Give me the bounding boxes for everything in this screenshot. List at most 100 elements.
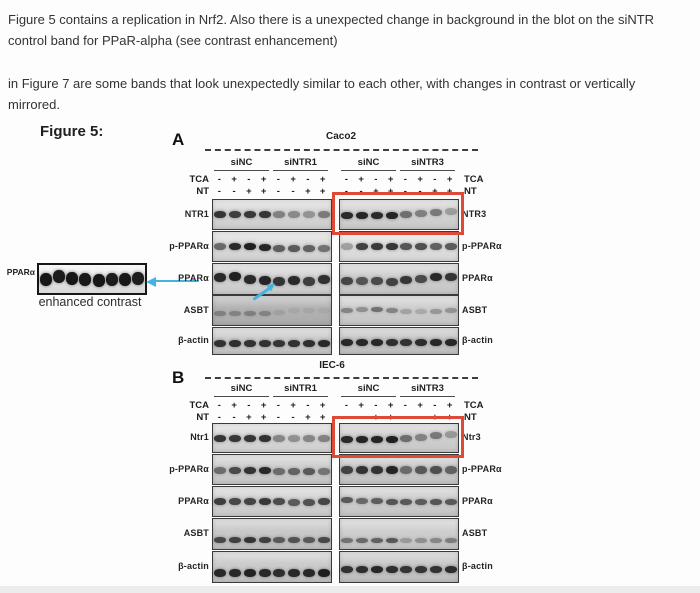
blot-band bbox=[288, 434, 301, 442]
blot-image-left-asbt bbox=[212, 295, 332, 326]
treatment-mark: - bbox=[344, 186, 348, 197]
blot-band bbox=[415, 309, 428, 314]
blot-band bbox=[273, 276, 286, 286]
treatment-mark: + bbox=[432, 186, 438, 197]
blot-image-left-ppara bbox=[212, 486, 332, 517]
treatment-mark: - bbox=[276, 186, 280, 197]
blot-band bbox=[341, 435, 354, 443]
treatment-mark: + bbox=[260, 186, 267, 197]
panel-letter-a: A bbox=[172, 130, 185, 149]
treatment-mark: + bbox=[387, 174, 394, 185]
blot-band bbox=[258, 537, 271, 543]
left-arrow-icon bbox=[146, 276, 200, 288]
inset-protein-label: PPARα bbox=[6, 267, 35, 277]
blot-row-label-right-b-actin: β-actin bbox=[462, 335, 493, 345]
blot-band bbox=[444, 430, 457, 438]
panel-letter-b: B bbox=[172, 368, 185, 387]
dashed-divider bbox=[205, 377, 478, 379]
blot-row-label-left-b-actin: β-actin bbox=[178, 335, 209, 345]
blot-band bbox=[92, 273, 105, 287]
treatment-mark: - bbox=[217, 186, 221, 197]
blot-band bbox=[243, 211, 256, 218]
blot-band bbox=[302, 308, 315, 313]
treatment-label-right-tca: TCA bbox=[464, 174, 484, 185]
blot-band bbox=[214, 467, 227, 474]
blot-band bbox=[302, 434, 315, 442]
blot-row-label-right-ntr3: NTR3 bbox=[462, 208, 487, 219]
lane-group-label-sinc: siNC bbox=[341, 383, 396, 397]
treatment-mark: - bbox=[291, 186, 295, 197]
blot-band bbox=[243, 498, 256, 505]
treatment-mark: + bbox=[260, 174, 267, 185]
blot-band bbox=[288, 211, 301, 218]
treatment-mark: - bbox=[291, 412, 295, 423]
treatment-mark: + bbox=[417, 400, 423, 411]
blot-band bbox=[317, 569, 330, 577]
blot-band bbox=[302, 211, 315, 218]
blot-band bbox=[39, 272, 52, 286]
blot-band bbox=[370, 497, 383, 504]
blot-band bbox=[214, 434, 227, 442]
blot-band bbox=[243, 569, 256, 577]
blot-row-label-right-b-actin: β-actin bbox=[462, 561, 493, 571]
lane-group-label-sintr1: siNTR1 bbox=[273, 383, 328, 397]
blot-band bbox=[214, 537, 227, 543]
blot-row-label-left-asbt: ASBT bbox=[183, 528, 209, 538]
treatment-mark: - bbox=[344, 400, 348, 411]
treatment-mark: + bbox=[246, 412, 252, 423]
blot-image-left-b-actin bbox=[212, 327, 332, 355]
blot-band bbox=[385, 465, 398, 474]
blot-band bbox=[341, 496, 354, 503]
treatment-mark: - bbox=[374, 174, 378, 185]
treatment-mark: + bbox=[319, 412, 326, 423]
blot-band bbox=[243, 434, 256, 442]
blot-band bbox=[258, 569, 271, 577]
treatment-mark: - bbox=[276, 174, 280, 185]
treatment-mark: - bbox=[403, 400, 407, 411]
blot-band bbox=[214, 569, 227, 577]
blot-image-right-ppara bbox=[339, 263, 459, 295]
blot-band bbox=[214, 243, 227, 250]
blot-band bbox=[370, 243, 383, 250]
highlight-box bbox=[332, 192, 464, 235]
blot-image-right-ntr3 bbox=[339, 199, 459, 230]
treatment-mark: - bbox=[403, 186, 407, 197]
blot-band bbox=[385, 278, 398, 286]
blot-band bbox=[341, 465, 354, 474]
treatment-label-left-tca: TCA bbox=[189, 174, 209, 185]
blot-band bbox=[273, 339, 286, 347]
blot-band bbox=[229, 311, 242, 316]
blot-row-label-right-ppara: PPARα bbox=[462, 495, 493, 506]
blot-image-left-p-ppara bbox=[212, 231, 332, 262]
blot-band bbox=[385, 338, 398, 346]
blot-band bbox=[356, 497, 369, 504]
blot-band bbox=[273, 211, 286, 218]
blot-band bbox=[444, 338, 457, 346]
blot-image-right-asbt bbox=[339, 295, 459, 326]
treatment-mark: - bbox=[344, 174, 348, 185]
treatment-mark: + bbox=[246, 186, 252, 197]
blot-band bbox=[370, 277, 383, 285]
blot-band bbox=[356, 277, 369, 285]
blot-image-right-b-actin bbox=[339, 327, 459, 355]
blot-band bbox=[356, 243, 369, 250]
blot-band bbox=[400, 243, 413, 250]
blot-band bbox=[302, 468, 315, 475]
blot-band bbox=[273, 569, 286, 577]
bottom-strip bbox=[0, 586, 700, 593]
blot-row-label-right-ppara: PPARα bbox=[462, 273, 493, 283]
blot-band bbox=[385, 498, 398, 505]
blot-band bbox=[415, 565, 428, 573]
treatment-mark: + bbox=[373, 186, 379, 197]
cell-line-title-caco2: Caco2 bbox=[325, 131, 356, 142]
blot-band bbox=[429, 537, 442, 543]
blot-band bbox=[400, 565, 413, 573]
blot-band bbox=[229, 537, 242, 543]
blot-band bbox=[429, 309, 442, 314]
lane-group-label-sinc: siNC bbox=[341, 157, 396, 171]
treatment-mark: + bbox=[358, 174, 364, 185]
blot-band bbox=[400, 338, 413, 346]
lane-group-label-sinc: siNC bbox=[214, 157, 269, 171]
blot-band bbox=[444, 208, 457, 215]
blot-band bbox=[273, 468, 286, 475]
